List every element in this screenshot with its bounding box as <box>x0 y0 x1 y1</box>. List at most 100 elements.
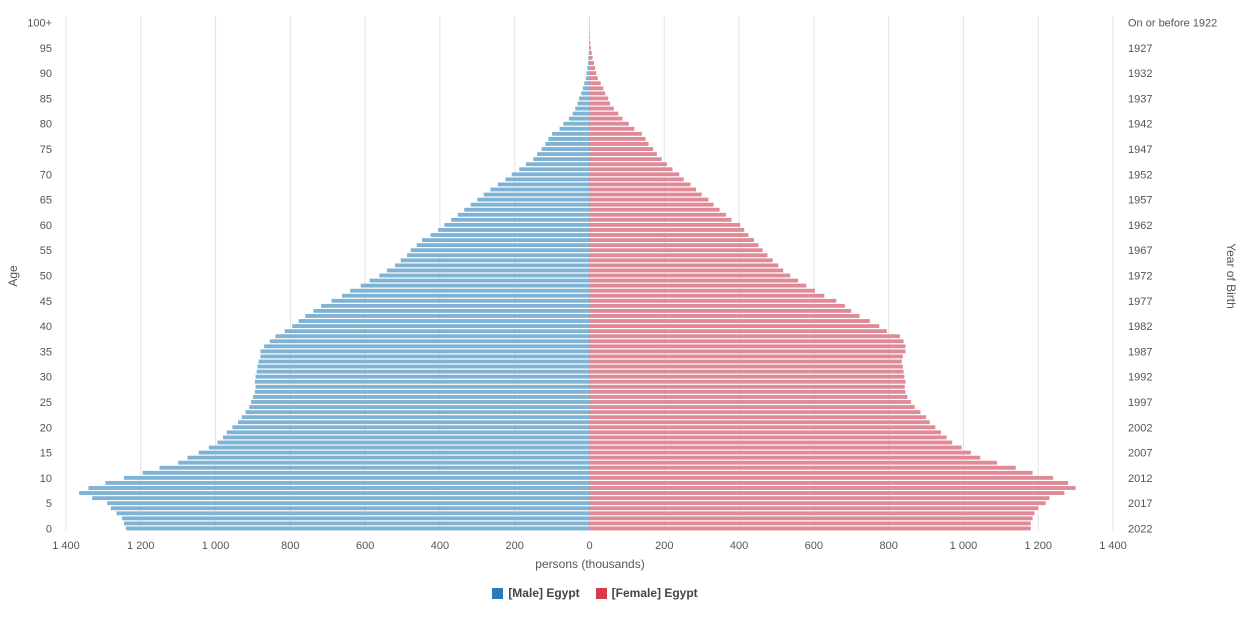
bar-female <box>589 303 845 308</box>
bar-female <box>589 212 726 217</box>
age-tick-label: 45 <box>40 296 52 308</box>
x-axis-title: persons (thousands) <box>535 557 644 571</box>
bar-male <box>260 349 590 354</box>
bar-female <box>589 162 667 167</box>
age-tick-label: 15 <box>40 448 52 460</box>
bar-female <box>589 238 755 243</box>
bar-male <box>438 228 590 232</box>
bar-male <box>579 96 590 101</box>
population-pyramid-chart: 1 400 1 200 1 000 800 600 400 200 0 200 400 600 800… <box>6 16 1238 571</box>
bar-male <box>110 506 590 511</box>
bar-male <box>386 268 590 273</box>
age-tick-label: 100+ <box>27 18 52 30</box>
bar-female <box>589 425 936 430</box>
bar-male <box>257 364 590 369</box>
bar-male <box>582 86 590 91</box>
bar-female <box>589 76 598 81</box>
bar-female <box>589 253 768 258</box>
bar-male <box>123 475 590 480</box>
bar-female <box>589 101 611 106</box>
bar-female <box>589 202 714 207</box>
bar-male <box>588 50 590 55</box>
y2-axis-title: Year of Birth <box>1224 243 1238 309</box>
bar-female <box>589 278 799 283</box>
legend-swatch-female <box>595 587 607 599</box>
x-tick-label: 1 200 <box>1024 540 1052 552</box>
bar-male <box>400 258 590 263</box>
bar-female <box>589 435 947 440</box>
bar-male <box>269 339 590 344</box>
bar-female <box>589 157 662 162</box>
bar-female <box>589 268 784 273</box>
bar-male <box>142 470 590 475</box>
bar-female <box>589 319 870 323</box>
age-tick-label: 75 <box>40 144 52 156</box>
bar-male <box>511 172 590 177</box>
bar-male <box>497 182 590 187</box>
age-tick-label: 65 <box>40 195 52 207</box>
bar-female <box>589 324 880 329</box>
bar-female <box>589 81 601 86</box>
bar-male <box>159 465 590 470</box>
age-tick-label: 40 <box>40 321 52 333</box>
bar-female <box>589 207 720 212</box>
bar-male <box>519 167 590 172</box>
bar-male <box>525 162 590 167</box>
bar-female <box>589 111 619 116</box>
bar-female <box>589 374 905 379</box>
bar-male <box>483 192 590 197</box>
x-tick-label: 600 <box>805 540 823 552</box>
bar-female <box>589 364 903 369</box>
bar-male <box>187 455 590 460</box>
bar-male <box>552 131 590 136</box>
bar-female <box>589 136 646 141</box>
bar-male <box>360 283 590 288</box>
bar-female <box>589 415 927 420</box>
age-tick-label: 0 <box>46 523 52 535</box>
legend-item-male[interactable]: [Male] Egypt <box>492 586 580 600</box>
year-tick-label: 1982 <box>1128 321 1152 333</box>
bar-female <box>589 308 852 313</box>
x-tick-label: 600 <box>356 540 374 552</box>
bar-male <box>254 379 590 384</box>
year-of-birth-axis-ticks: 2022 2017 2012 2007 2002 1997 1992 1987 1982 1977… <box>1128 18 1217 536</box>
bar-male <box>313 308 590 313</box>
bar-male <box>379 273 590 278</box>
bar-female <box>589 187 697 192</box>
female-bars <box>589 20 1076 531</box>
bar-male <box>255 384 590 389</box>
legend-item-female[interactable]: [Female] Egypt <box>595 586 698 600</box>
year-tick-label: 1992 <box>1128 372 1152 384</box>
x-tick-label: 400 <box>730 540 748 552</box>
bar-female <box>589 167 673 172</box>
year-tick-label: 1987 <box>1128 346 1152 358</box>
bar-male <box>505 177 590 182</box>
bar-male <box>178 460 590 465</box>
bar-male <box>208 445 590 450</box>
bar-female <box>589 470 1033 475</box>
bar-male <box>256 369 590 374</box>
bar-female <box>589 496 1050 501</box>
bar-male <box>588 56 590 60</box>
bar-male <box>585 76 590 81</box>
bar-female <box>589 91 606 96</box>
bar-male <box>587 66 590 70</box>
x-tick-label: 1 400 <box>1099 540 1127 552</box>
bar-male <box>331 298 590 303</box>
bar-female <box>589 475 1054 480</box>
bar-male <box>430 233 590 237</box>
bar-female <box>589 521 1031 526</box>
bar-male <box>241 415 590 420</box>
bar-female <box>589 511 1035 516</box>
bar-female <box>589 334 900 339</box>
x-tick-label: 1 200 <box>127 540 155 552</box>
bar-male <box>369 278 590 283</box>
bar-female <box>589 182 691 187</box>
bar-male <box>284 329 590 334</box>
bar-male <box>238 420 590 425</box>
year-tick-label: 1937 <box>1128 93 1152 105</box>
bar-male <box>105 481 590 485</box>
bar-female <box>589 293 825 298</box>
bar-female <box>589 400 912 404</box>
bar-male <box>223 435 590 440</box>
